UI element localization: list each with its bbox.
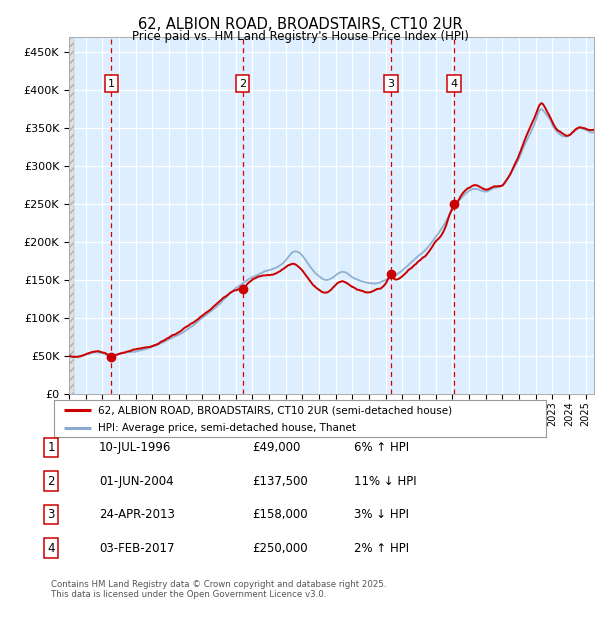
Text: £158,000: £158,000 xyxy=(252,508,308,521)
Text: 6% ↑ HPI: 6% ↑ HPI xyxy=(354,441,409,454)
Text: 3: 3 xyxy=(47,508,55,521)
Text: 10-JUL-1996: 10-JUL-1996 xyxy=(99,441,172,454)
Text: 24-APR-2013: 24-APR-2013 xyxy=(99,508,175,521)
Text: 01-JUN-2004: 01-JUN-2004 xyxy=(99,475,173,487)
Text: 1: 1 xyxy=(107,79,115,89)
Text: 1: 1 xyxy=(47,441,55,454)
Text: £137,500: £137,500 xyxy=(252,475,308,487)
Text: 2% ↑ HPI: 2% ↑ HPI xyxy=(354,542,409,554)
Text: 3: 3 xyxy=(388,79,395,89)
Text: 03-FEB-2017: 03-FEB-2017 xyxy=(99,542,175,554)
Text: 4: 4 xyxy=(47,542,55,554)
Text: £250,000: £250,000 xyxy=(252,542,308,554)
Text: 62, ALBION ROAD, BROADSTAIRS, CT10 2UR (semi-detached house): 62, ALBION ROAD, BROADSTAIRS, CT10 2UR (… xyxy=(98,405,452,415)
Text: £49,000: £49,000 xyxy=(252,441,301,454)
Text: 62, ALBION ROAD, BROADSTAIRS, CT10 2UR: 62, ALBION ROAD, BROADSTAIRS, CT10 2UR xyxy=(137,17,463,32)
Text: 2: 2 xyxy=(47,475,55,487)
Text: 2: 2 xyxy=(239,79,246,89)
Text: HPI: Average price, semi-detached house, Thanet: HPI: Average price, semi-detached house,… xyxy=(98,423,356,433)
Text: 3% ↓ HPI: 3% ↓ HPI xyxy=(354,508,409,521)
Text: Contains HM Land Registry data © Crown copyright and database right 2025.
This d: Contains HM Land Registry data © Crown c… xyxy=(51,580,386,599)
Text: Price paid vs. HM Land Registry's House Price Index (HPI): Price paid vs. HM Land Registry's House … xyxy=(131,30,469,43)
Text: 4: 4 xyxy=(450,79,457,89)
Text: 11% ↓ HPI: 11% ↓ HPI xyxy=(354,475,416,487)
